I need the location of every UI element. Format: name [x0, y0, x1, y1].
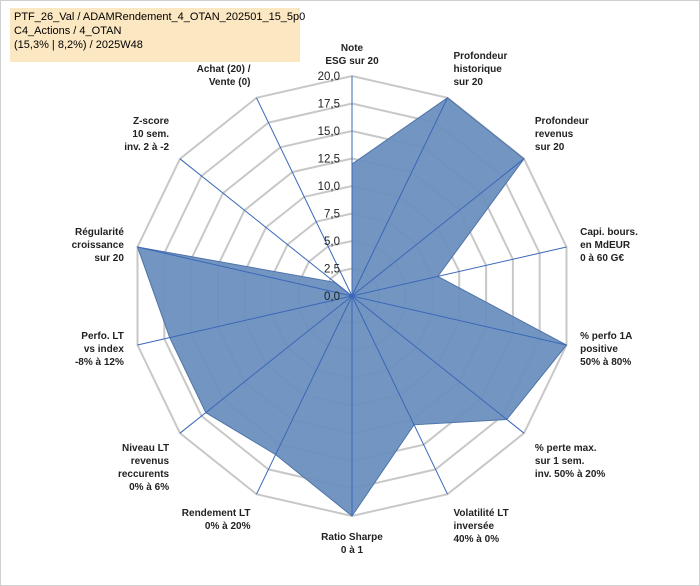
- axis-label-line: 0 à 60 G€: [580, 253, 624, 264]
- axis-label-line: 50% à 80%: [580, 357, 631, 368]
- axis-label-line: inv. 50% à 20%: [535, 469, 606, 480]
- axis-label-line: Profondeur: [535, 116, 589, 127]
- axis-label-12: Régularité croissance sur 20: [72, 227, 125, 264]
- axis-label-line: sur 20: [535, 142, 565, 153]
- portfolio-stats: (15,3% | 8,2%) / 2025W48: [14, 39, 143, 51]
- portfolio-category: C4_Actions / 4_OTAN: [14, 25, 122, 37]
- axis-label-5: % perfo 1A positive 50% à 80%: [580, 331, 632, 368]
- axis-label-9: Rendement LT 0% à 20%: [182, 508, 251, 532]
- axis-label-line: Achat (20) /: [197, 64, 251, 75]
- axis-label-line: ESG sur 20: [325, 56, 379, 67]
- spoke-10: [179, 295, 353, 434]
- axis-label-line: 0% à 20%: [205, 521, 251, 532]
- axis-label-line: Régularité: [75, 227, 124, 238]
- axis-label-line: revenus: [535, 129, 574, 140]
- axis-label-line: Niveau LT: [122, 443, 169, 454]
- axis-label-10: Niveau LT revenus reccurents 0% à 6%: [118, 443, 170, 493]
- axis-label-line: historique: [454, 64, 503, 75]
- axis-label-line: Note: [341, 43, 364, 54]
- axis-label-line: inv. 2 à -2: [124, 142, 169, 153]
- tick-label: 5,0: [324, 236, 340, 248]
- tick-label: 12,5: [318, 154, 340, 166]
- spoke-2: [351, 97, 448, 297]
- axis-label-line: % perfo 1A: [580, 331, 632, 342]
- axis-label-1: Note ESG sur 20: [325, 43, 379, 67]
- portfolio-name: PTF_26_Val / ADAMRendement_4_OTAN_202501…: [14, 11, 306, 23]
- tick-label: 10,0: [318, 181, 340, 193]
- axis-label-line: -8% à 12%: [75, 357, 124, 368]
- axis-label-line: sur 20: [94, 253, 124, 264]
- axis-label-6: % perte max. sur 1 sem. inv. 50% à 20%: [535, 443, 606, 480]
- axis-label-13: Z-score 10 sem. inv. 2 à -2: [124, 116, 169, 153]
- axis-label-line: revenus: [131, 456, 170, 467]
- axis-label-2: Profondeur historique sur 20: [454, 51, 508, 88]
- axis-label-line: % perte max.: [535, 443, 597, 454]
- axis-label-line: vs index: [84, 344, 124, 355]
- spoke-13: [179, 158, 353, 297]
- spoke-12: [137, 246, 353, 297]
- axis-label-line: sur 20: [454, 77, 484, 88]
- axis-label-line: Volatilité LT: [454, 508, 509, 519]
- tick-label: 20,0: [318, 71, 340, 83]
- radar-tick-labels: 0,0 2,5 5,0 7,5 10,0 12,5 15,0 17,5 20,0: [318, 71, 340, 303]
- portfolio-info-box: PTF_26_Val / ADAMRendement_4_OTAN_202501…: [10, 8, 306, 62]
- axis-label-line: Capi. bours.: [580, 227, 638, 238]
- axis-label-line: positive: [580, 344, 618, 355]
- axis-label-line: 40% à 0%: [454, 534, 500, 545]
- spoke-3: [351, 158, 525, 297]
- axis-label-line: inversée: [454, 521, 495, 532]
- radar-spokes: [137, 76, 567, 516]
- tick-label: 0,0: [324, 291, 340, 303]
- spoke-9: [256, 295, 353, 495]
- axis-label-7: Volatilité LT inversée 40% à 0%: [454, 508, 509, 545]
- axis-label-line: Ratio Sharpe: [321, 532, 383, 543]
- spoke-14: [256, 97, 353, 297]
- axis-label-line: croissance: [72, 240, 125, 251]
- axis-label-line: reccurents: [118, 469, 170, 480]
- axis-label-3: Profondeur revenus sur 20: [535, 116, 589, 153]
- tick-label: 17,5: [318, 99, 340, 111]
- axis-label-line: Z-score: [133, 116, 170, 127]
- spoke-7: [351, 295, 448, 495]
- axis-label-line: 0 à 1: [341, 545, 364, 556]
- tick-label: 2,5: [324, 264, 340, 276]
- axis-label-line: Vente (0): [209, 77, 251, 88]
- axis-label-line: 10 sem.: [132, 129, 169, 140]
- tick-label: 15,0: [318, 126, 340, 138]
- axis-label-8: Ratio Sharpe 0 à 1: [321, 532, 383, 556]
- spoke-4: [351, 246, 567, 297]
- spoke-5: [351, 295, 567, 346]
- spoke-11: [137, 295, 353, 346]
- axis-label-line: Profondeur: [454, 51, 508, 62]
- axis-label-line: Rendement LT: [182, 508, 251, 519]
- axis-label-line: sur 1 sem.: [535, 456, 585, 467]
- axis-label-4: Capi. bours. en MdEUR 0 à 60 G€: [580, 227, 638, 264]
- tick-label: 7,5: [324, 209, 340, 221]
- axis-label-11: Perfo. LT vs index -8% à 12%: [75, 331, 124, 368]
- spoke-6: [351, 295, 525, 434]
- axis-label-line: Perfo. LT: [81, 331, 124, 342]
- axis-label-line: en MdEUR: [580, 240, 631, 251]
- axis-label-line: 0% à 6%: [129, 482, 169, 493]
